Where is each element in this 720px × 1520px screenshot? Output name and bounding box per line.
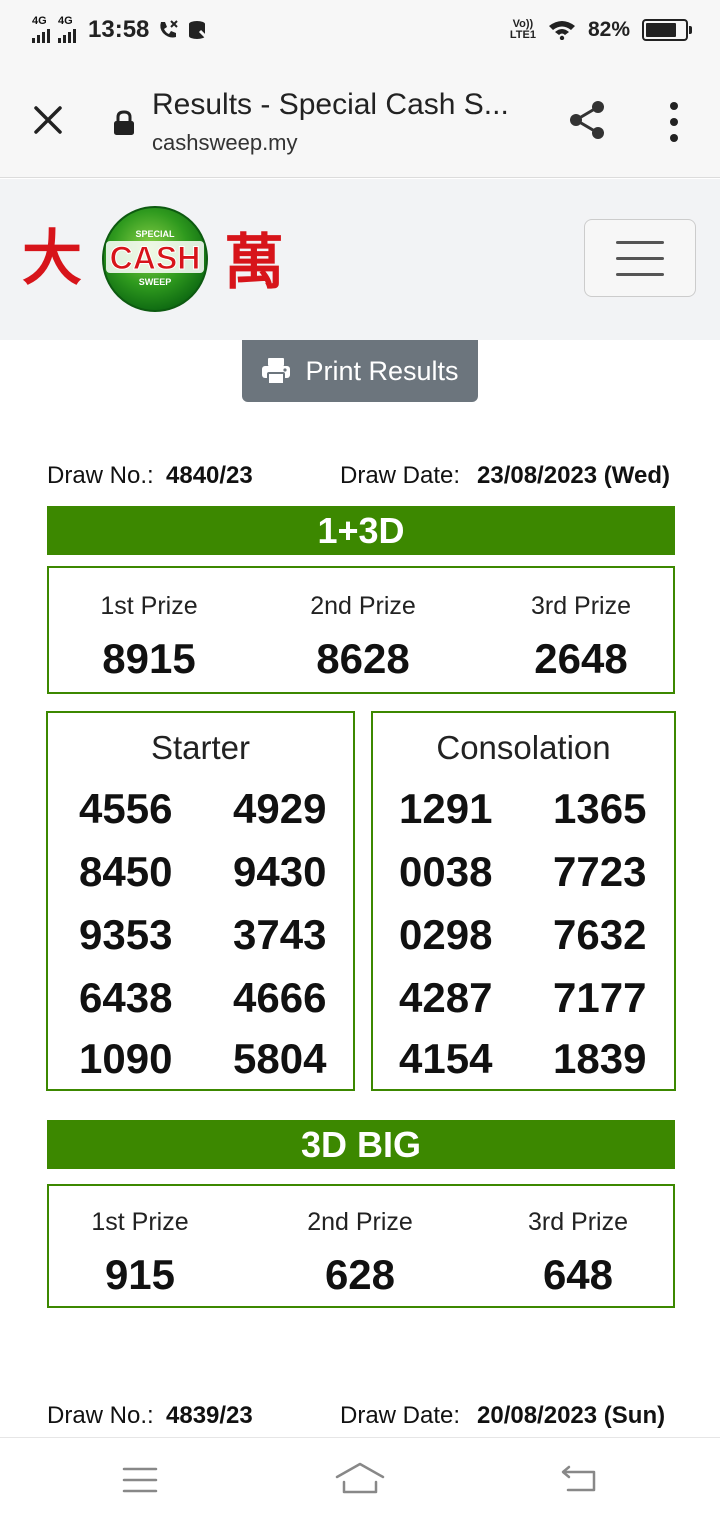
section-header-1-3d: 1+3D (47, 506, 675, 555)
consolation-number: 0038 (399, 848, 493, 895)
volte-indicator: Vo)) LTE1 (509, 18, 536, 41)
consolation-number: 7177 (553, 974, 647, 1021)
consolation-number: 7632 (553, 911, 647, 958)
print-results-button[interactable]: Print Results (242, 340, 478, 402)
more-options-button[interactable] (660, 102, 688, 142)
wifi-icon (548, 21, 575, 40)
consolation-number: 7723 (553, 848, 647, 895)
starter-number: 9430 (233, 848, 327, 895)
svg-text:SPECIAL: SPECIAL (135, 229, 175, 239)
close-tab-button[interactable] (28, 100, 68, 140)
draw-date-value: 23/08/2023 (Wed) (477, 462, 670, 489)
system-nav-bar (0, 1437, 720, 1520)
consolation-box: Consolation 1291 1365 0038 7723 0298 763… (371, 711, 676, 1091)
draw-no-value: 4839/23 (166, 1402, 253, 1429)
svg-text:萬: 萬 (224, 228, 284, 298)
menu-line (616, 272, 664, 276)
draw-no-value: 4840/23 (166, 462, 253, 489)
consolation-title: Consolation (436, 729, 611, 766)
prize-3rd: 3rd Prize 648 (527, 1208, 629, 1298)
back-icon[interactable] (560, 1464, 600, 1494)
starter-number: 4666 (233, 974, 327, 1021)
draw-info: Draw No.: 4840/23 Draw Date: 23/08/2023 … (0, 456, 720, 496)
svg-text:CASH: CASH (110, 240, 201, 276)
data-saver-icon (189, 21, 210, 41)
home-icon[interactable] (334, 1460, 386, 1496)
menu-line (616, 240, 664, 244)
starter-number: 3743 (233, 911, 327, 958)
section-header-3d-big: 3D BIG (47, 1120, 675, 1169)
recent-apps-icon[interactable] (122, 1466, 158, 1494)
lock-icon[interactable] (112, 110, 136, 136)
starter-number: 8450 (79, 848, 173, 895)
prize-2nd: 2nd Prize 628 (307, 1208, 413, 1298)
page-title[interactable]: Results - Special Cash S... (152, 88, 509, 121)
draw-no-label: Draw No.: (47, 462, 154, 489)
dot-icon (670, 102, 678, 110)
starter-number: 5804 (233, 1035, 327, 1082)
svg-text:SWEEP: SWEEP (139, 277, 172, 287)
draw-date-value: 20/08/2023 (Sun) (477, 1402, 666, 1429)
starter-number: 4929 (233, 785, 327, 832)
printer-icon (262, 358, 291, 385)
battery-icon (642, 19, 692, 41)
draw-info: Draw No.: 4839/23 Draw Date: 20/08/2023 … (0, 1396, 720, 1436)
consolation-number: 1839 (553, 1035, 647, 1082)
consolation-number: 1291 (399, 785, 493, 832)
draw-date-label: Draw Date: (340, 462, 461, 489)
browser-toolbar: Results - Special Cash S... cashsweep.my (0, 64, 720, 178)
prize-1st: 1st Prize 915 (91, 1208, 189, 1298)
share-icon[interactable] (566, 98, 610, 142)
menu-line (616, 256, 664, 260)
dot-icon (670, 134, 678, 142)
site-header: 大 SPECIAL CASH SWEEP 萬 (0, 179, 720, 340)
close-icon (34, 106, 62, 134)
consolation-number: 1365 (553, 785, 647, 832)
consolation-number: 4287 (399, 974, 493, 1021)
draw-no-label: Draw No.: (47, 1402, 154, 1429)
signal-icon: 4G (32, 15, 50, 43)
signal-icon: 4G (58, 15, 76, 43)
starter-number: 4556 (79, 785, 173, 832)
svg-text:大: 大 (22, 224, 82, 294)
prize-box-3d: 1st Prize 915 2nd Prize 628 3rd Prize 64… (47, 1184, 675, 1308)
draw-date-label: Draw Date: (340, 1402, 461, 1429)
prize-2nd: 2nd Prize 8628 (310, 592, 416, 682)
call-icon (160, 20, 179, 38)
starter-number: 6438 (79, 974, 173, 1021)
prize-1st: 1st Prize 8915 (100, 592, 198, 682)
site-logo[interactable]: 大 SPECIAL CASH SWEEP 萬 (22, 203, 284, 315)
consolation-number: 4154 (399, 1035, 493, 1082)
starter-box: Starter 4556 4929 8450 9430 9353 3743 64… (46, 711, 355, 1091)
starter-number: 1090 (79, 1035, 173, 1082)
prize-box-4d: 1st Prize 8915 2nd Prize 8628 3rd Prize … (47, 566, 675, 694)
status-time: 13:58 (88, 16, 150, 43)
starter-title: Starter (150, 729, 251, 766)
menu-toggle-button[interactable] (584, 219, 696, 297)
starter-number: 9353 (79, 911, 173, 958)
status-bar: 4G 4G 13:58 Vo)) LTE1 82% (0, 0, 720, 64)
consolation-number: 0298 (399, 911, 493, 958)
prize-3rd: 3rd Prize 2648 (530, 592, 632, 682)
print-results-label: Print Results (305, 355, 459, 386)
page-url[interactable]: cashsweep.my (152, 130, 298, 155)
dot-icon (670, 118, 678, 126)
battery-percent: 82% (587, 18, 630, 41)
